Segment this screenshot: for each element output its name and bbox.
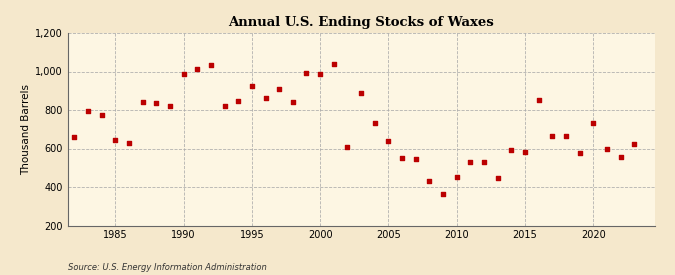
Point	[615, 155, 626, 159]
Point	[369, 121, 380, 126]
Point	[233, 99, 244, 103]
Point	[137, 100, 148, 104]
Point	[342, 144, 353, 149]
Text: Source: U.S. Energy Information Administration: Source: U.S. Energy Information Administ…	[68, 263, 266, 272]
Point	[492, 176, 503, 180]
Point	[315, 72, 325, 76]
Point	[192, 66, 202, 71]
Point	[246, 84, 257, 88]
Point	[479, 160, 489, 164]
Point	[397, 156, 408, 160]
Point	[178, 72, 189, 76]
Point	[110, 138, 121, 142]
Point	[424, 179, 435, 183]
Point	[356, 90, 367, 95]
Point	[301, 71, 312, 76]
Point	[288, 100, 298, 104]
Point	[520, 150, 531, 155]
Point	[437, 191, 448, 196]
Point	[533, 98, 544, 103]
Point	[97, 113, 107, 117]
Point	[383, 139, 394, 143]
Point	[506, 148, 517, 153]
Point	[205, 62, 216, 67]
Point	[274, 87, 285, 91]
Point	[69, 135, 80, 139]
Point	[219, 104, 230, 108]
Point	[588, 121, 599, 126]
Point	[465, 160, 476, 164]
Point	[574, 151, 585, 155]
Point	[329, 62, 340, 66]
Point	[560, 134, 571, 138]
Point	[410, 157, 421, 161]
Point	[601, 146, 612, 151]
Point	[629, 141, 640, 146]
Point	[452, 175, 462, 180]
Point	[124, 141, 134, 145]
Title: Annual U.S. Ending Stocks of Waxes: Annual U.S. Ending Stocks of Waxes	[228, 16, 494, 29]
Point	[82, 109, 93, 113]
Y-axis label: Thousand Barrels: Thousand Barrels	[21, 84, 31, 175]
Point	[260, 96, 271, 101]
Point	[165, 104, 176, 108]
Point	[151, 101, 162, 105]
Point	[547, 134, 558, 138]
